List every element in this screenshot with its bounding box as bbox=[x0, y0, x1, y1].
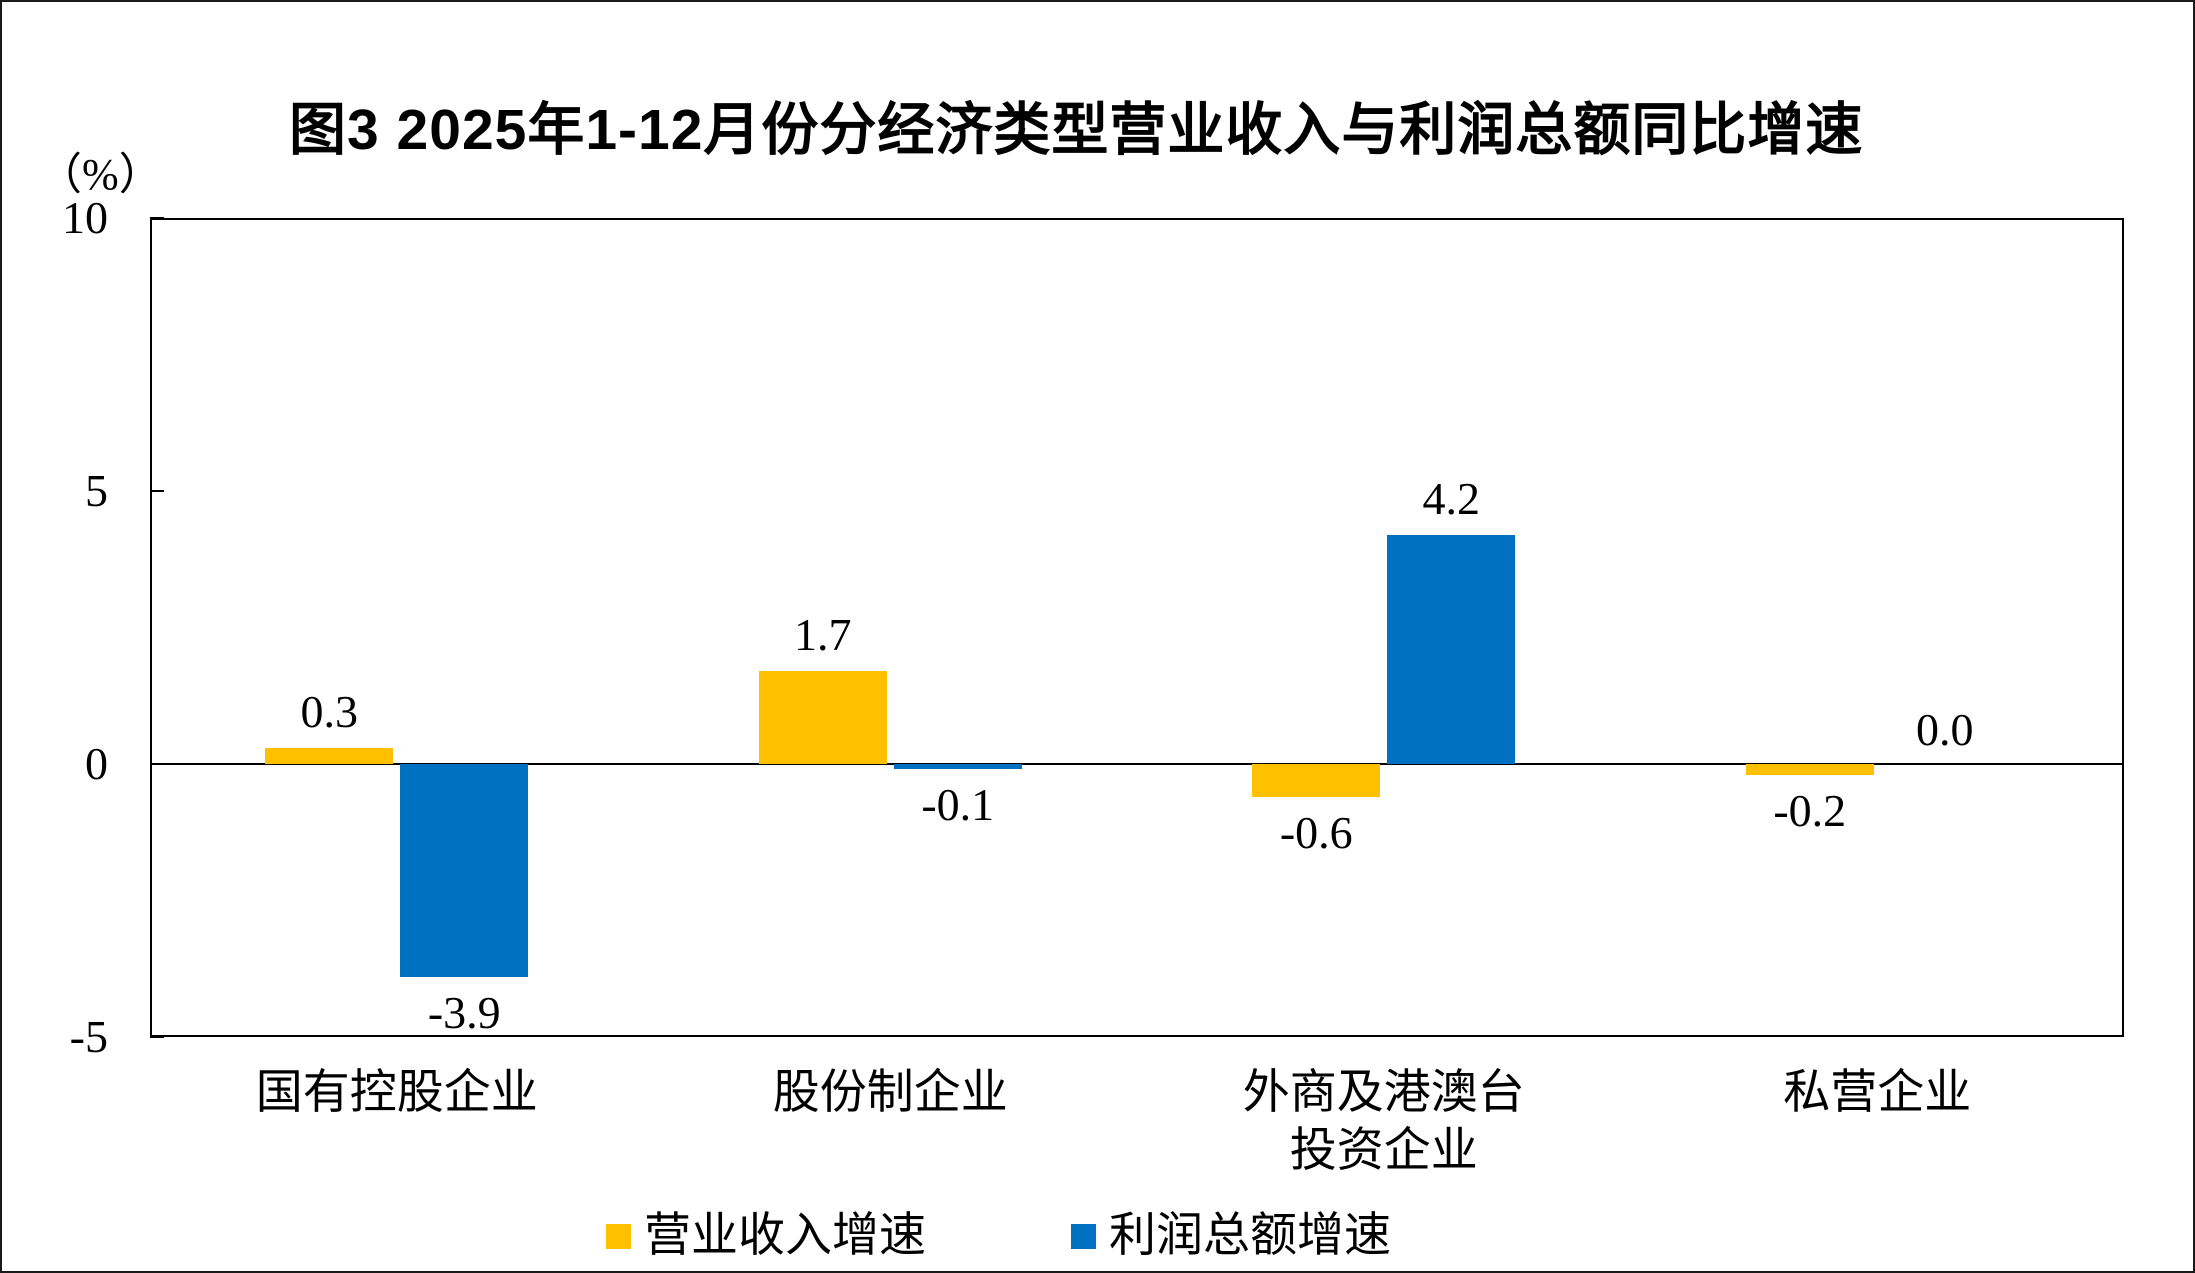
category-label: 国有控股企业 bbox=[255, 1067, 538, 1119]
y-axis-unit-label: （%） bbox=[38, 150, 163, 199]
y-axis-tick-label: 5 bbox=[85, 465, 108, 516]
category-label: 外商及港澳台 投资企业 bbox=[1242, 1067, 1525, 1177]
legend-label: 营业收入增速 bbox=[644, 1210, 926, 1262]
legend-item: 利润总额增速 bbox=[1071, 1207, 1391, 1265]
legend-item: 营业收入增速 bbox=[606, 1207, 926, 1265]
legend: 营业收入增速 利润总额增速 bbox=[606, 1207, 1391, 1265]
y-axis-tick-label: -5 bbox=[69, 1011, 108, 1062]
legend-label: 利润总额增速 bbox=[1109, 1210, 1391, 1262]
y-axis-tick-label: 0 bbox=[85, 738, 108, 789]
category-label: 股份制企业 bbox=[772, 1067, 1008, 1119]
category-label: 私营企业 bbox=[1783, 1067, 1972, 1119]
legend-swatch-icon bbox=[606, 1223, 631, 1249]
plot-area bbox=[150, 218, 2124, 1037]
chart-title: 图3 2025年1-12月份分经济类型营业收入与利润总额同比增速 bbox=[289, 98, 1864, 162]
legend-swatch-icon bbox=[1071, 1223, 1096, 1249]
